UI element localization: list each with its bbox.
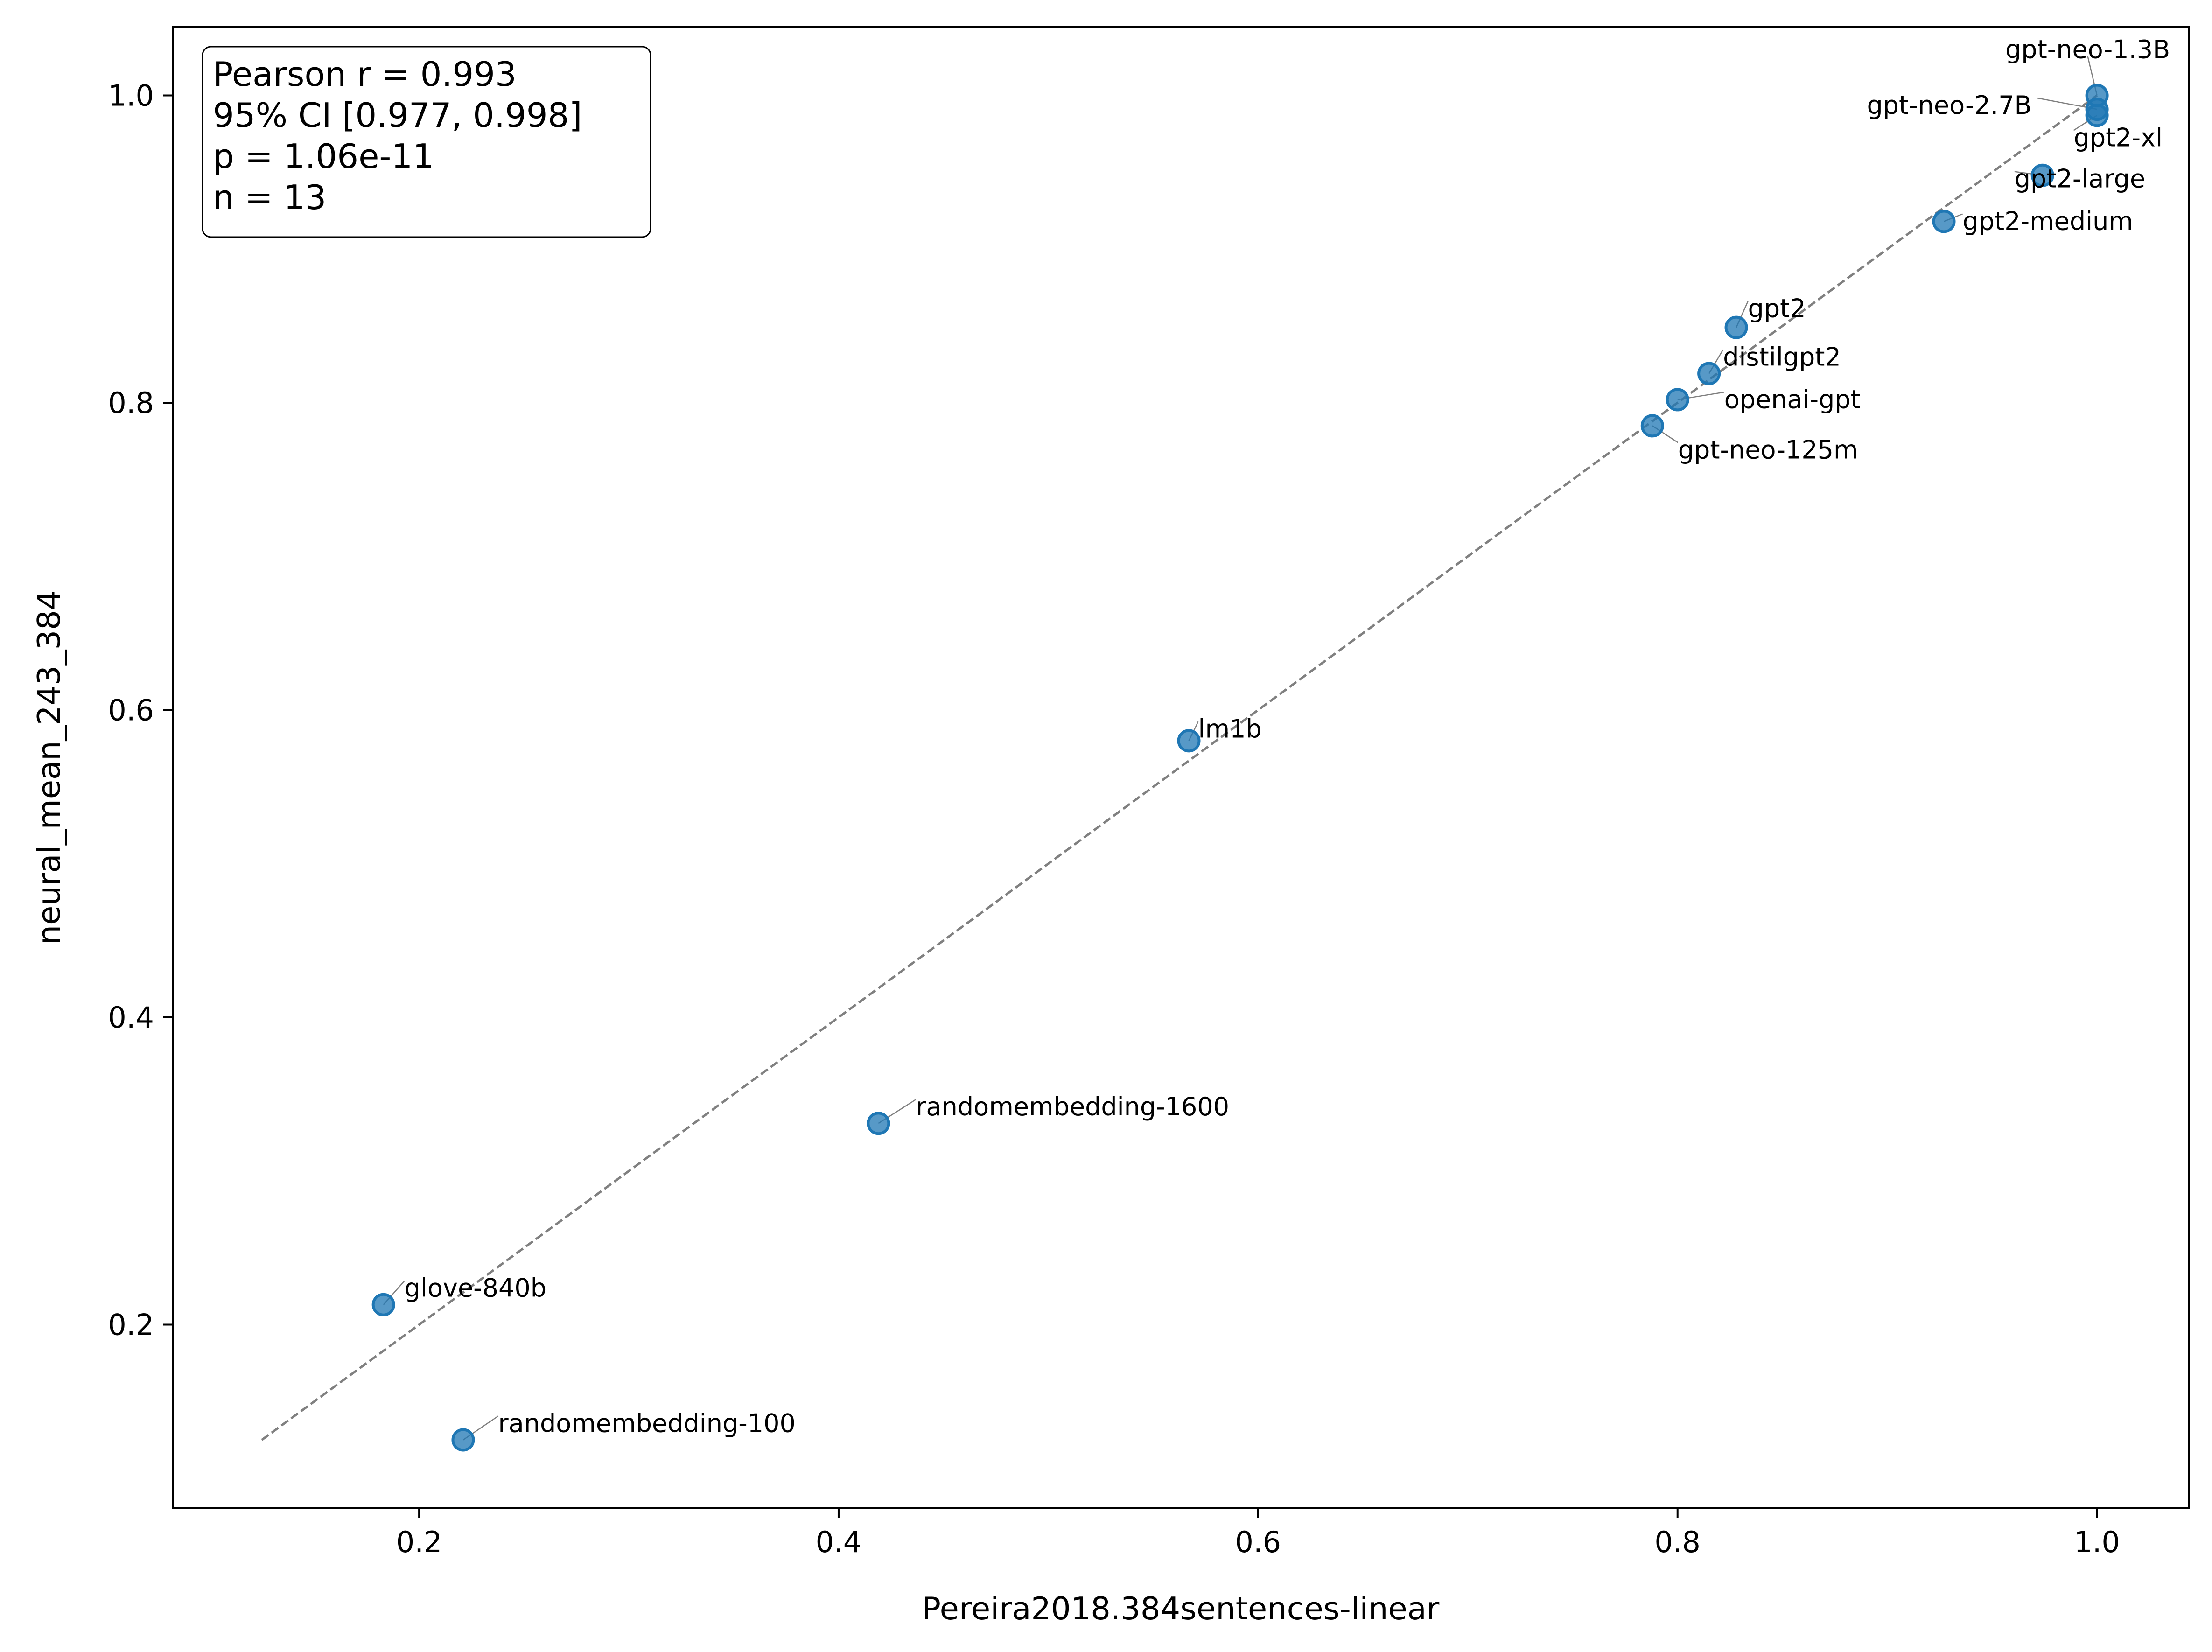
y-tick-label: 1.0 — [108, 79, 154, 113]
data-point-openai-gpt — [1666, 388, 1689, 412]
y-axis-label: neural_mean_243_384 — [31, 590, 67, 945]
data-points — [371, 84, 2109, 1452]
data-point-lm1b — [1177, 729, 1201, 753]
point-label-distilgpt2: distilgpt2 — [1723, 342, 1841, 371]
data-point-gpt2 — [1724, 315, 1748, 339]
point-labels: gpt-neo-1.3B gpt-neo-2.7B gpt2-xl gpt2-larg… — [405, 35, 2170, 1438]
point-label-gpt2-xl: gpt2-xl — [2074, 123, 2163, 152]
point-label-gpt2: gpt2 — [1748, 294, 1806, 323]
data-point-distilgpt2 — [1697, 362, 1721, 385]
y-tick-label: 0.4 — [108, 1001, 154, 1035]
data-point-glove-840b — [371, 1293, 395, 1316]
point-label-gpt-neo-125m: gpt-neo-125m — [1678, 435, 1858, 464]
data-point-randomembedding-100 — [451, 1428, 475, 1452]
data-point-gpt2-xl — [2085, 104, 2109, 127]
p-value-text: p = 1.06e-11 — [213, 137, 434, 176]
point-label-randomembedding-100: randomembedding-100 — [498, 1408, 795, 1438]
data-point-gpt-neo-125m — [1640, 414, 1664, 438]
x-tick-label: 0.6 — [1235, 1525, 1281, 1559]
point-label-gpt-neo-1-3b: gpt-neo-1.3B — [2005, 35, 2170, 64]
sample-size-text: n = 13 — [213, 178, 326, 217]
point-label-gpt2-medium: gpt2-medium — [1963, 206, 2134, 236]
plot-area-frame — [172, 26, 2190, 1509]
data-point-gpt2-large — [2030, 163, 2054, 187]
stats-box-frame — [202, 46, 651, 238]
fit-line-layer — [261, 94, 2098, 1441]
x-tick-label: 0.2 — [396, 1525, 442, 1559]
point-label-randomembedding-1600: randomembedding-1600 — [916, 1092, 1229, 1121]
data-point-randomembedding-1600 — [867, 1112, 890, 1135]
point-label-gpt2-large: gpt2-large — [2015, 164, 2145, 194]
point-label-openai-gpt: openai-gpt — [1724, 385, 1861, 414]
point-label-glove-840b: glove-840b — [405, 1274, 546, 1303]
data-point-gpt2-medium — [1932, 210, 1956, 233]
y-tick-label: 0.2 — [108, 1308, 154, 1342]
stats-annotation-box: Pearson r = 0.993 95% CI [0.977, 0.998] … — [202, 46, 651, 238]
fit-line — [261, 94, 2098, 1441]
x-tick-label: 1.0 — [2074, 1525, 2120, 1559]
point-label-lm1b: lm1b — [1198, 714, 1262, 743]
x-tick-label: 0.8 — [1654, 1525, 1701, 1559]
pearson-r-text: Pearson r = 0.993 — [213, 55, 517, 94]
y-axis-ticks: 0.2 0.4 0.6 0.8 1.0 — [108, 79, 173, 1342]
y-tick-label: 0.6 — [108, 693, 154, 728]
x-axis-ticks: 0.2 0.4 0.6 0.8 1.0 — [396, 1508, 2120, 1559]
confidence-interval-text: 95% CI [0.977, 0.998] — [213, 96, 582, 135]
x-axis-label: Pereira2018.384sentences-linear — [922, 1590, 1440, 1627]
x-tick-label: 0.4 — [816, 1525, 862, 1559]
y-tick-label: 0.8 — [108, 386, 154, 420]
point-label-gpt-neo-2-7b: gpt-neo-2.7B — [1867, 91, 2031, 120]
